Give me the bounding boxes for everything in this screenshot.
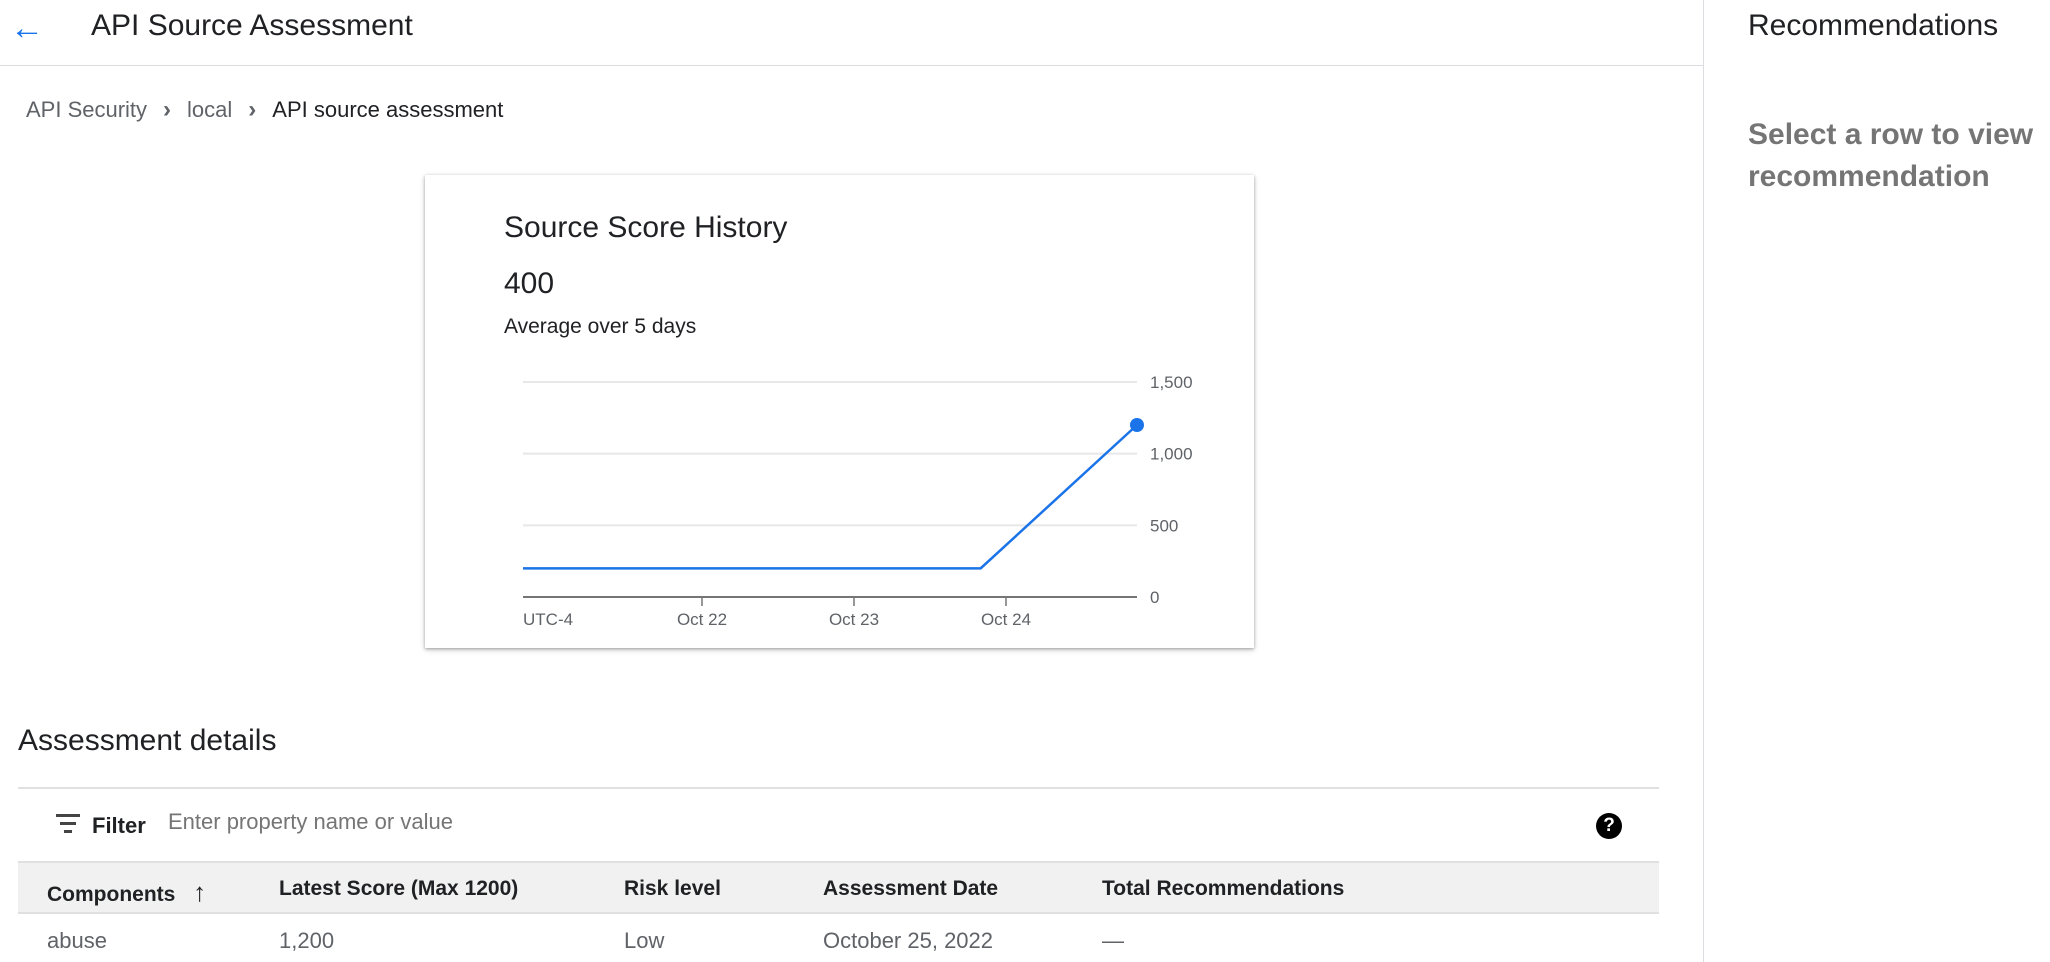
column-total-recommendations[interactable]: Total Recommendations <box>1102 877 1345 900</box>
breadcrumb-api-security[interactable]: API Security <box>26 97 148 122</box>
x-tick-label: Oct 24 <box>981 610 1031 629</box>
cell-total-recommendations: — <box>1102 928 1124 953</box>
filter-bar: Filter ? <box>18 787 1659 861</box>
average-score: 400 <box>504 267 555 300</box>
average-caption: Average over 5 days <box>504 315 697 338</box>
cell-risk-level: Low <box>624 928 665 953</box>
table-header: Components ↑ Latest Score (Max 1200) Ris… <box>18 861 1659 914</box>
recommendations-title: Recommendations <box>1748 9 1999 42</box>
cell-assessment-date: October 25, 2022 <box>823 928 994 953</box>
score-line <box>523 424 1138 570</box>
y-tick-label: 1,500 <box>1150 373 1193 392</box>
app-header: ← API Source Assessment <box>0 0 1703 66</box>
cell-latest-score: 1,200 <box>279 928 335 953</box>
sort-ascending-icon[interactable]: ↑ <box>193 877 207 907</box>
column-components[interactable]: Components ↑ <box>47 877 207 907</box>
column-risk-level[interactable]: Risk level <box>624 877 721 900</box>
data-point <box>1130 418 1144 432</box>
cell-component: abuse <box>47 928 107 953</box>
assessment-details-title: Assessment details <box>18 724 277 757</box>
table-row[interactable]: abuse 1,200 Low October 25, 2022 — <box>18 914 1659 962</box>
x-tick-label: Oct 22 <box>677 610 727 629</box>
filter-input[interactable] <box>168 809 668 835</box>
chevron-right-icon: › <box>248 96 257 123</box>
chevron-right-icon: › <box>163 96 172 123</box>
card-title: Source Score History <box>504 211 788 244</box>
score-history-chart: 0 500 1,000 1,500 UTC-4 Oct 22 Oct 23 Oct 24 <box>523 373 1193 629</box>
recommendations-empty-message: Select a row to view recommendation <box>1748 118 2034 193</box>
y-tick-label: 1,000 <box>1150 445 1193 464</box>
page-title: API Source Assessment <box>91 9 413 42</box>
recommendations-panel: Recommendations Select a row to view rec… <box>1703 0 2050 962</box>
help-icon[interactable]: ? <box>1596 813 1622 839</box>
filter-label[interactable]: Filter <box>92 813 146 838</box>
y-tick-label: 500 <box>1150 516 1178 535</box>
breadcrumb-local[interactable]: local <box>187 97 233 122</box>
x-tick-label: Oct 23 <box>829 610 879 629</box>
breadcrumb-current: API source assessment <box>272 97 504 122</box>
column-assessment-date[interactable]: Assessment Date <box>823 877 999 900</box>
breadcrumb: API Security › local › API source assess… <box>26 96 503 124</box>
timezone-label: UTC-4 <box>523 610 573 629</box>
back-arrow-icon[interactable]: ← <box>10 9 44 47</box>
y-tick-label: 0 <box>1150 588 1159 607</box>
column-latest-score[interactable]: Latest Score (Max 1200) <box>279 877 519 900</box>
filter-icon[interactable] <box>55 814 81 834</box>
score-history-card: Source Score History 400 Average over 5 … <box>425 175 1254 648</box>
